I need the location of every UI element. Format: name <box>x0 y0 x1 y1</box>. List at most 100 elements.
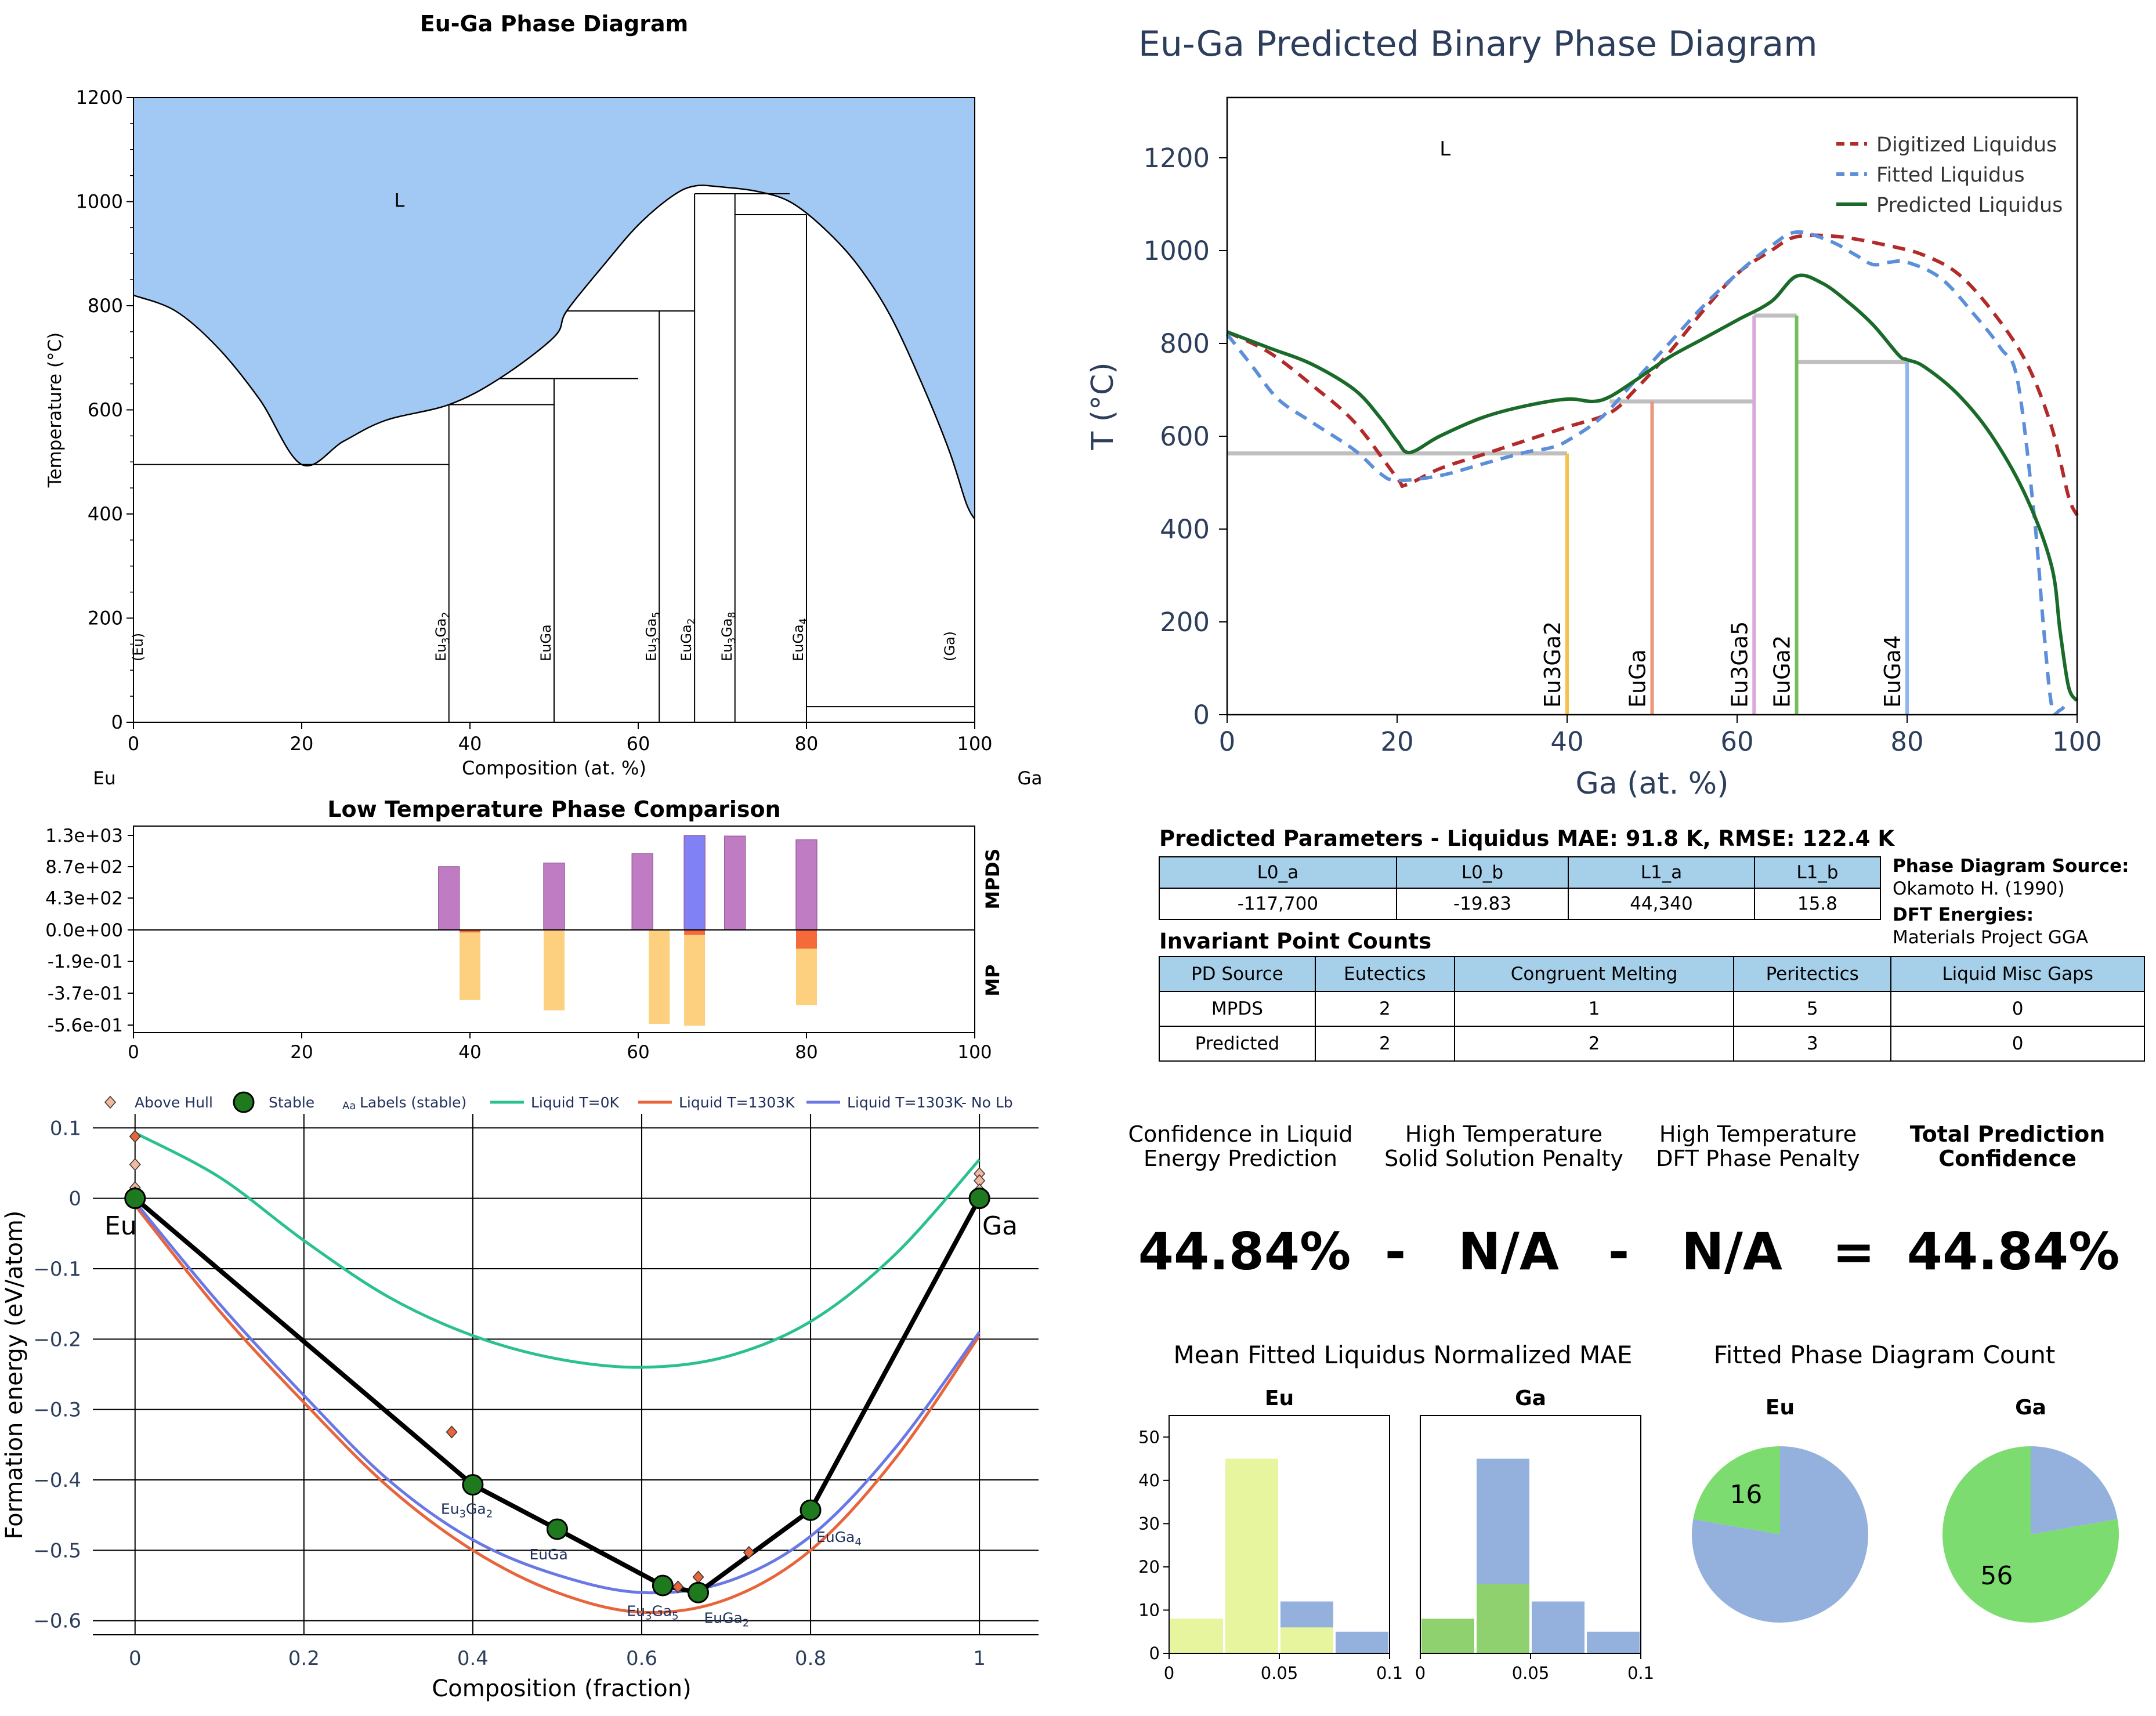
phase-label: (Eu) <box>130 633 146 661</box>
invariant-header: Congruent Melting <box>1453 956 1735 992</box>
above-hull-point <box>446 1425 458 1439</box>
plot-frame <box>1226 96 2078 716</box>
x-tick-label: 100 <box>957 733 992 755</box>
mpds-bar <box>683 835 706 931</box>
x-tick-label: 0 <box>1415 1663 1426 1683</box>
legend-marker-labels: Aa <box>342 1100 356 1112</box>
low-temp-comparison: Low Temperature Phase Comparison 1.3e+03 8… <box>45 797 1004 1063</box>
y-tick-label: 200 <box>88 607 123 629</box>
y-tick-label: −0.4 <box>33 1469 81 1492</box>
phase-label-part: Ga <box>643 618 659 637</box>
conf-h2b: Solid Solution Penalty <box>1384 1146 1623 1171</box>
region-label: L <box>1439 137 1450 161</box>
mpds-bar <box>795 839 817 931</box>
above-hull-point <box>129 1129 141 1143</box>
phase-label-part: Eu <box>433 644 449 661</box>
conf-value-liquid: 44.84% <box>1138 1222 1351 1281</box>
phase-label-part: 5 <box>672 1610 678 1622</box>
phase-label-part: 4 <box>855 1536 861 1548</box>
y-tick-label: 1.3e+03 <box>45 826 123 846</box>
phase-label-part: 2 <box>486 1508 493 1520</box>
legend-label: Above Hull <box>135 1094 213 1111</box>
mp-bar <box>649 930 670 1024</box>
phase-label-part: Eu <box>643 644 659 661</box>
y-tick-label: 0.0e+00 <box>45 920 123 941</box>
dft-source-label: DFT Energies: <box>1893 904 2034 925</box>
above-hull-point <box>129 1158 141 1171</box>
legend-marker-stable <box>233 1091 255 1113</box>
mp-hull-bar <box>796 930 817 949</box>
pie-slice <box>1693 1446 1780 1534</box>
y-tick-label: 600 <box>1160 421 1210 452</box>
phase-label: Eu3​Ga5​ <box>643 612 662 661</box>
liquid-1303k-nolb-line <box>133 1201 981 1595</box>
phase-label: EuGa4 <box>1880 635 1905 708</box>
phase-label-part: 2 <box>440 612 452 618</box>
invariant-header: Peritectics <box>1733 956 1892 992</box>
invariant-cell: 2 <box>1314 1026 1455 1062</box>
y-tick-label: 0 <box>1193 700 1210 730</box>
pd-count-pies: Fitted Phase Diagram Count Eu 16 Ga 56 <box>1691 1341 2119 1623</box>
legend-label: Liquid T=1303K- No Lb <box>847 1094 1013 1111</box>
x-tick-label: 0.1 <box>1376 1663 1403 1683</box>
stable-label: EuGa4​ <box>816 1529 862 1548</box>
phase-label-part: Ga <box>652 1602 672 1619</box>
conf-h2a: High Temperature <box>1405 1121 1602 1147</box>
invariant-row-predicted: Predicted 2 2 3 0 <box>1159 1026 2145 1062</box>
conf-op-1: - <box>1385 1222 1406 1281</box>
phase-label: Eu3Ga5 <box>1727 621 1752 708</box>
invariant-cell: 1 <box>1453 991 1735 1027</box>
invariant-cell: 2 <box>1453 1026 1735 1062</box>
y-axis-label: T (°C) <box>1086 362 1120 450</box>
pd-source-value: Okamoto H. (1990) <box>1893 878 2065 899</box>
y-tick-label: -3.7e-01 <box>48 983 123 1004</box>
y-tick-label: 800 <box>1160 328 1210 359</box>
mp-bar <box>684 935 706 1026</box>
y-tick-label: 200 <box>1160 607 1210 638</box>
x-tick-label: 100 <box>957 1042 992 1063</box>
label-mp: MP <box>982 964 1004 996</box>
chart-title: Fitted Phase Diagram Count <box>1714 1341 2056 1369</box>
pie-slice <box>1942 1446 2119 1623</box>
y-tick-label: 50 <box>1138 1427 1160 1447</box>
phase-label-part: EuGa <box>816 1529 855 1545</box>
stable-point <box>687 1581 709 1603</box>
invariant-cell: MPDS <box>1159 991 1316 1027</box>
x-tick-label: 0.05 <box>1512 1663 1550 1683</box>
phase-label-part: Eu <box>627 1602 645 1619</box>
phase-label-part: EuGa <box>529 1546 567 1563</box>
element-left: Eu <box>93 768 115 789</box>
y-tick-label: 1200 <box>76 86 123 108</box>
x-tick-label: 20 <box>290 1042 313 1063</box>
phase-label: EuGa4​ <box>790 618 809 661</box>
x-tick-label: 0.4 <box>457 1647 489 1670</box>
mp-bar <box>460 932 480 1000</box>
params-value: -117,700 <box>1159 888 1397 920</box>
stable-point <box>546 1518 568 1540</box>
y-tick-label: 20 <box>1138 1557 1160 1577</box>
pie-slice <box>2031 1446 2118 1534</box>
params-value: -19.83 <box>1395 888 1569 920</box>
y-tick-label: 400 <box>88 503 123 525</box>
params-value: 15.8 <box>1753 888 1882 920</box>
x-tick-label: 0.6 <box>626 1647 657 1670</box>
stable-point <box>800 1499 822 1521</box>
conf-value-ss: N/A <box>1458 1222 1559 1281</box>
mpds-bar <box>724 835 746 931</box>
phase-label: Eu3Ga2 <box>1540 621 1565 708</box>
params-value: 44,340 <box>1568 888 1755 920</box>
x-tick-label: 0.2 <box>288 1647 320 1670</box>
phase-label: Eu3​Ga8​ <box>719 612 738 661</box>
phase-label-part: EuGa <box>538 624 554 661</box>
invariant-cell: 2 <box>1314 991 1455 1027</box>
convex-hull-plot: Eu3​Ga2​EuGaEu3​Ga5​EuGa2​EuGa4​EuGa00.2… <box>1 1091 1039 1702</box>
conf-value-total: 44.84% <box>1907 1222 2120 1281</box>
region-label: L <box>395 189 405 211</box>
x-tick-label: 0 <box>1219 726 1236 757</box>
legend-label: Digitized Liquidus <box>1876 133 2057 157</box>
label-mpds: MPDS <box>982 849 1004 910</box>
phase-label: EuGa <box>1625 649 1651 708</box>
params-header: L0_a <box>1159 856 1397 889</box>
phase-label: EuGa2​ <box>678 618 697 661</box>
x-tick-label: 40 <box>458 1042 481 1063</box>
